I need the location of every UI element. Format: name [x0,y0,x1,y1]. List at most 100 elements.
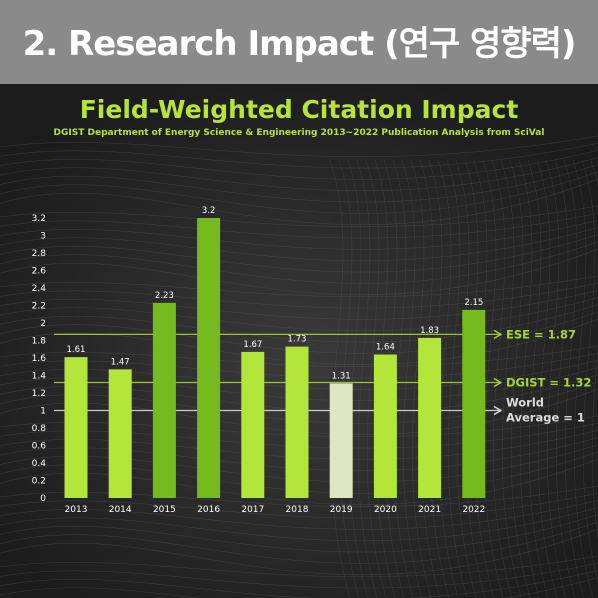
bar [64,357,88,498]
reference-label: DGIST = 1.32 [506,376,591,390]
wave-line [455,159,477,598]
data-label: 1.67 [243,340,262,350]
wave-line [0,164,598,203]
wave-line [401,159,423,598]
wave-line [0,555,598,578]
wave-line [0,528,598,576]
x-tick-label: 2022 [462,505,485,515]
wave-line [0,227,598,261]
data-label: 3.2 [202,206,216,216]
wave-line [329,159,351,598]
y-tick-label: 2.2 [32,302,46,312]
y-tick-label: 1.8 [32,337,47,347]
wave-line [0,142,598,169]
wave-line [0,205,598,228]
bar [373,354,397,498]
reference-label: World [506,396,544,410]
data-label: 1.73 [288,335,307,345]
wave-line [0,499,598,530]
x-tick-label: 2019 [330,505,353,515]
wave-line [0,171,598,214]
data-label: 1.83 [420,326,439,336]
bar [285,346,309,498]
y-tick-label: 1 [40,407,46,417]
x-tick-label: 2015 [153,505,176,515]
wave-line [0,562,598,589]
x-tick-label: 2013 [65,505,88,515]
bar [152,302,176,498]
wave-line [0,297,598,331]
wave-line [581,159,598,584]
bar [241,351,265,498]
wave-line [0,219,598,250]
data-label: 2.23 [155,291,174,301]
wave-line [0,248,598,296]
wave-line [0,492,598,519]
x-tick-label: 2018 [286,505,309,515]
wave-line [0,514,598,553]
chart-background [0,84,598,598]
wave-line [410,159,432,598]
wave-line [545,159,567,598]
wave-line [437,159,459,598]
y-tick-label: 2.4 [32,284,47,294]
y-tick-label: 0.2 [32,477,46,487]
wave-line [0,275,598,298]
banner-title: 2. Research Impact (연구 영향력) [22,24,577,64]
wave-line [347,159,369,598]
wave-line [0,507,598,541]
wave-line [0,569,598,598]
wave-line [491,159,513,598]
data-label: 1.47 [111,357,130,367]
wave-line [365,159,387,598]
x-tick-label: 2017 [241,505,264,515]
bar [329,383,353,498]
wave-line [500,159,522,598]
arrow-icon [493,329,503,339]
wave-line [0,178,598,226]
y-axis: 0 0.2 0.4 0.6 0.8 1 1.2 1.4 1.6 1.8 2 2.2 2.4 2.6 2.8 3… [32,214,47,504]
wave-line [338,159,360,598]
wave-line [590,159,598,538]
reference-label: ESE = 1.87 [506,327,576,341]
wave-line [0,577,598,598]
y-tick-label: 0.8 [32,424,47,434]
wave-line [392,159,414,598]
chart-subtitle: DGIST Department of Energy Science & Eng… [53,128,545,138]
wave-line [572,159,594,598]
x-axis: 2013 2014 2015 2016 2017 2018 2019 2020 2021 2022 [65,505,486,515]
y-tick-label: 3.2 [32,214,46,224]
bar [462,309,486,498]
y-tick-label: 0 [40,494,46,504]
wave-line [0,485,598,508]
wave-line [0,289,598,320]
y-tick-label: 1.6 [32,354,47,364]
data-label: 2.15 [464,298,483,308]
wave-line [509,159,531,598]
wave-line [0,157,598,191]
wave-line [482,159,504,598]
header-banner: 2. Research Impact (연구 영향력) [0,0,598,84]
x-tick-label: 2016 [197,505,220,515]
y-tick-label: 2.6 [32,267,47,277]
y-tick-label: 0.4 [32,459,47,469]
wave-line [0,212,598,239]
bar [418,337,442,498]
wave-line [536,159,558,598]
bar [197,218,221,498]
chart-title: Field-Weighted Citation Impact [79,95,519,124]
arrow-icon [493,405,503,416]
wave-line [0,282,598,309]
y-tick-label: 1.4 [32,372,47,382]
wave-line [0,521,598,564]
reference-label: Average = 1 [506,411,585,425]
wave-line [554,159,576,598]
wave-line [356,159,378,598]
wave-line [446,159,468,598]
arrow-icon [493,377,503,388]
bar [108,369,132,498]
wave-line [0,234,598,273]
x-tick-label: 2021 [418,505,441,515]
